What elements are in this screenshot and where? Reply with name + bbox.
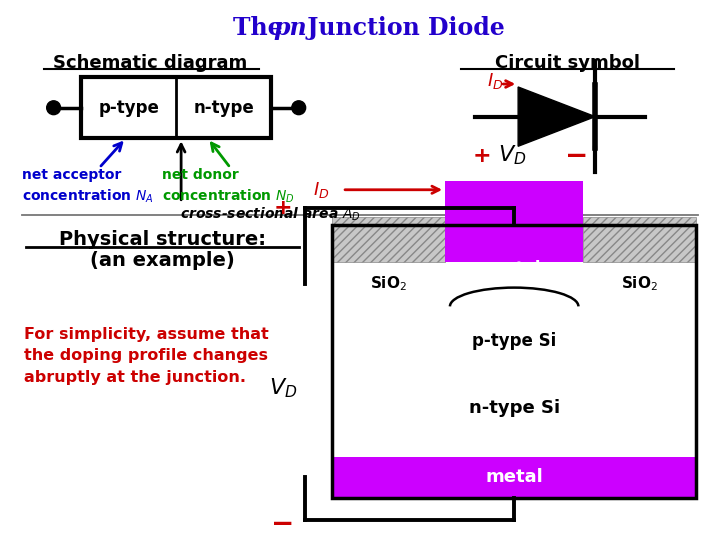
- Text: net donor
concentration $N_D$: net donor concentration $N_D$: [162, 168, 295, 205]
- Text: $V_D$: $V_D$: [269, 376, 297, 400]
- Circle shape: [292, 101, 306, 114]
- Text: $V_D$: $V_D$: [498, 143, 527, 167]
- Bar: [445, 181, 583, 262]
- Text: −: −: [271, 510, 294, 538]
- Bar: [333, 218, 445, 262]
- Circle shape: [47, 101, 60, 114]
- Text: metal: metal: [487, 260, 541, 278]
- Text: −: −: [564, 142, 588, 170]
- Text: Physical structure:: Physical structure:: [59, 230, 266, 249]
- Text: $I_D$: $I_D$: [312, 180, 329, 200]
- Bar: [81, 77, 271, 138]
- Text: metal: metal: [485, 468, 543, 487]
- Text: net acceptor
concentration $N_A$: net acceptor concentration $N_A$: [22, 168, 154, 205]
- Text: +: +: [472, 146, 491, 166]
- Text: n-type Si: n-type Si: [469, 399, 559, 417]
- Bar: [333, 265, 696, 361]
- Text: n-type: n-type: [193, 99, 254, 117]
- Polygon shape: [518, 87, 595, 146]
- Text: p-type: p-type: [99, 99, 159, 117]
- Text: SiO$_2$: SiO$_2$: [370, 274, 408, 293]
- Text: pn: pn: [273, 16, 307, 39]
- Text: Circuit symbol: Circuit symbol: [495, 55, 640, 72]
- Bar: [333, 225, 696, 498]
- Text: Schematic diagram: Schematic diagram: [53, 55, 248, 72]
- Text: SiO$_2$: SiO$_2$: [621, 274, 658, 293]
- Text: Junction Diode: Junction Diode: [299, 16, 505, 39]
- Text: cross-sectional area $A_D$: cross-sectional area $A_D$: [180, 206, 361, 223]
- Text: p-type Si: p-type Si: [472, 332, 557, 350]
- Text: +: +: [274, 198, 292, 218]
- Text: $I_D$: $I_D$: [487, 71, 503, 91]
- Bar: [333, 252, 696, 306]
- Text: (an example): (an example): [90, 251, 235, 270]
- Text: For simplicity, assume that
the doping profile changes
abruptly at the junction.: For simplicity, assume that the doping p…: [24, 327, 269, 385]
- Text: The: The: [233, 16, 292, 39]
- Bar: [583, 218, 696, 262]
- Bar: [333, 457, 696, 498]
